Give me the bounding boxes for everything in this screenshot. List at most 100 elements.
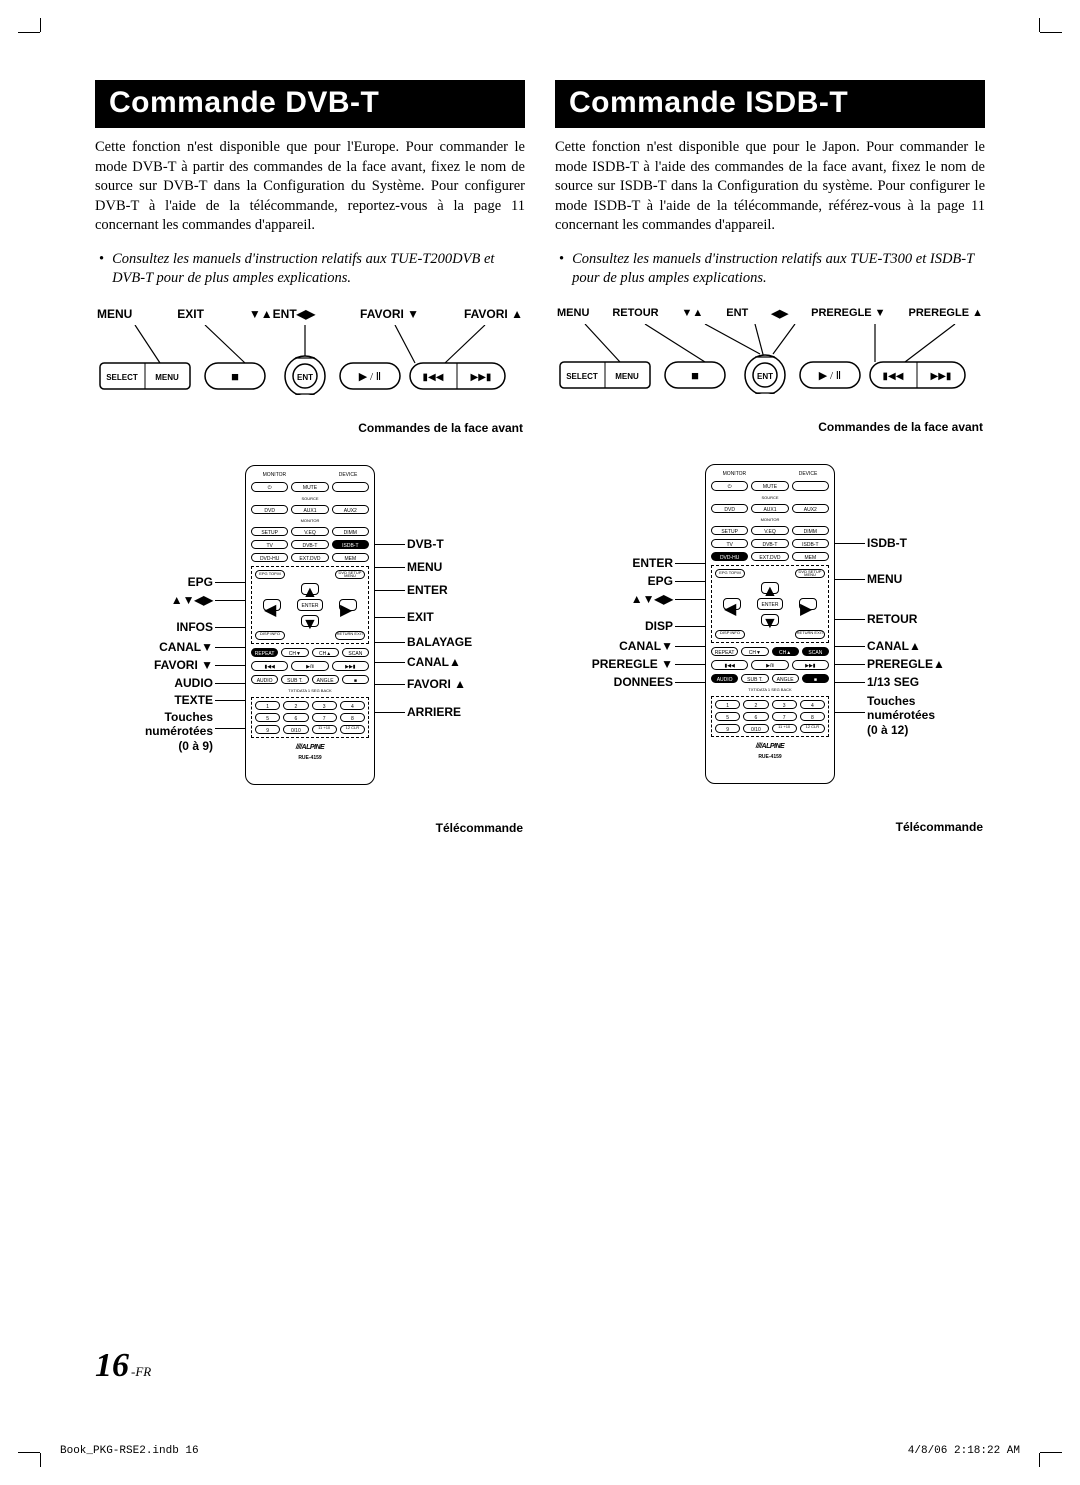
callout-preregle-up: PREREGLE▲ bbox=[867, 657, 985, 671]
svg-text:▶▶▮: ▶▶▮ bbox=[931, 371, 952, 382]
panel-caption-isdbt: Commandes de la face avant bbox=[555, 420, 983, 434]
svg-text:▶ / Ⅱ: ▶ / Ⅱ bbox=[359, 371, 381, 383]
remote-button: MUTE bbox=[291, 482, 328, 492]
panel-caption-dvbt: Commandes de la face avant bbox=[95, 421, 523, 435]
remote-label: TXT/DATA 1 SEG BACK bbox=[251, 688, 369, 693]
svg-text:ENT: ENT bbox=[757, 372, 773, 381]
svg-text:MENU: MENU bbox=[155, 373, 179, 382]
callout-texte: TEXTE bbox=[95, 693, 213, 707]
panel-label: EXIT bbox=[177, 307, 204, 321]
panel-label: ENT bbox=[726, 307, 748, 320]
remote-button: 8 bbox=[340, 713, 365, 722]
remote-button: SCAN bbox=[802, 647, 829, 656]
callout-epg: EPG bbox=[555, 574, 673, 588]
callout-donnees: DONNEES bbox=[555, 675, 673, 689]
callout-retour: RETOUR bbox=[867, 612, 985, 626]
panel-labels-isdbt: MENU RETOUR ▼▲ ENT ◀▶ PREREGLE ▼ PREREGL… bbox=[557, 307, 983, 320]
remote-button: 11 +10 bbox=[772, 724, 797, 733]
remote-button: V.EQ bbox=[751, 526, 788, 535]
front-panel-dvbt: MENU EXIT ▼▲ENT◀▶ FAVORI ▼ FAVORI ▲ bbox=[95, 307, 525, 435]
remote-button: 12 CLR bbox=[340, 725, 365, 734]
crop-mark bbox=[40, 18, 41, 32]
paragraph-isdbt: Cette fonction n'est disponible que pour… bbox=[555, 138, 985, 236]
callout-favori-down: FAVORI ▼ bbox=[95, 658, 213, 672]
column-dvbt: Commande DVB-T Cette fonction n'est disp… bbox=[95, 80, 525, 835]
crop-mark bbox=[1040, 1452, 1062, 1453]
callout-canal-up: CANAL▲ bbox=[407, 655, 525, 669]
callout-arrows: ▲▼◀▶ bbox=[95, 593, 213, 607]
bullet-text: Consultez les manuels d'instruction rela… bbox=[572, 250, 985, 289]
callout-exit: EXIT bbox=[407, 610, 525, 624]
callout-line bbox=[675, 581, 705, 582]
callout-numkeys: Touches numérotées (0 à 9) bbox=[95, 710, 213, 753]
panel-label: FAVORI ▲ bbox=[464, 307, 523, 321]
callout-line bbox=[675, 682, 705, 683]
nav-down: ▼ bbox=[301, 615, 319, 627]
remote-button: ▶▶▮ bbox=[332, 661, 369, 671]
remote-button: DVD-HU bbox=[251, 553, 288, 562]
callout-line bbox=[835, 712, 865, 713]
remote-nav: ▲ ▼ ◀ ▶ ENTER bbox=[255, 583, 365, 627]
callout-audio: AUDIO bbox=[95, 676, 213, 690]
remote-button: 2 bbox=[743, 700, 768, 709]
remote-button: ■ bbox=[342, 675, 369, 684]
remote-button: ■ bbox=[802, 674, 829, 683]
remote-button: 5 bbox=[255, 713, 280, 722]
column-isdbt: Commande ISDB-T Cette fonction n'est dis… bbox=[555, 80, 985, 835]
nav-left: ◀ bbox=[263, 599, 281, 611]
remote-button: EPG TOP.M bbox=[715, 569, 745, 578]
remote-button: CH▲ bbox=[312, 648, 339, 657]
page-number: 16-FR bbox=[95, 1347, 151, 1385]
callout-canal-down: CANAL▼ bbox=[555, 639, 673, 653]
remote-button: AUX1 bbox=[751, 504, 788, 513]
remote-button: ⏻ bbox=[711, 481, 748, 491]
remote-button: 7 bbox=[772, 712, 797, 721]
remote-button: DIMM bbox=[792, 526, 829, 535]
remote-button: TV bbox=[251, 540, 288, 549]
callout-line bbox=[215, 683, 245, 684]
remote-button: DVD SETUP MENU bbox=[335, 570, 365, 579]
nav-up: ▲ bbox=[301, 583, 319, 595]
remote-button: SETUP bbox=[711, 526, 748, 535]
callout-disp: DISP bbox=[555, 619, 673, 633]
callout-infos: INFOS bbox=[95, 620, 213, 634]
remote-button: ANGLE bbox=[772, 674, 799, 683]
remote-brand: ////ALPINE bbox=[711, 743, 829, 750]
crop-mark bbox=[40, 1453, 41, 1467]
svg-text:■: ■ bbox=[231, 369, 239, 384]
nav-down: ▼ bbox=[761, 614, 779, 626]
remote-button: 3 bbox=[772, 700, 797, 709]
remote-button: 11 +10 bbox=[312, 725, 337, 734]
panel-label: MENU bbox=[97, 307, 132, 321]
callout-line bbox=[835, 664, 865, 665]
remote-button: 9 bbox=[255, 725, 280, 734]
svg-text:SELECT: SELECT bbox=[566, 372, 598, 381]
remote-button: ▶/Ⅱ bbox=[751, 660, 788, 670]
remote-button: EXT.DVD bbox=[291, 553, 328, 562]
remote-button: 7 bbox=[312, 713, 337, 722]
crop-mark bbox=[18, 32, 40, 33]
remote-caption-dvbt: Télécommande bbox=[436, 821, 523, 835]
remote-button: DISP INFO bbox=[255, 631, 285, 640]
remote-button: DVD SETUP MENU bbox=[795, 569, 825, 578]
remote-button: 9 bbox=[715, 724, 740, 733]
crop-mark bbox=[1039, 1453, 1040, 1467]
remote-button: EXT.DVD bbox=[751, 552, 788, 561]
panel-label: PREREGLE ▲ bbox=[909, 307, 983, 320]
panel-label: ◀▶ bbox=[771, 307, 788, 320]
heading-dvbt: Commande DVB-T bbox=[95, 80, 525, 128]
callout-line bbox=[675, 646, 705, 647]
callout-canal-down: CANAL▼ bbox=[95, 640, 213, 654]
callout-line bbox=[835, 619, 865, 620]
remote-button: MEM bbox=[792, 552, 829, 561]
remote-dvbt: MONITORDEVICE ⏻MUTE SOURCE DVDAUX1AUX2 M… bbox=[95, 465, 525, 835]
callout-line bbox=[675, 599, 705, 600]
remote-button: SUB T. bbox=[281, 675, 308, 684]
remote-model: RUE-4159 bbox=[251, 755, 369, 761]
remote-button: ▮◀◀ bbox=[251, 661, 288, 671]
remote-button: REPEAT bbox=[711, 647, 738, 656]
remote-button: ANGLE bbox=[312, 675, 339, 684]
panel-diagram-svg: SELECT MENU ■ ENT ▶ / Ⅱ ▮◀◀ bbox=[555, 324, 985, 394]
crop-mark bbox=[18, 1452, 40, 1453]
nav-enter: ENTER bbox=[757, 598, 783, 610]
